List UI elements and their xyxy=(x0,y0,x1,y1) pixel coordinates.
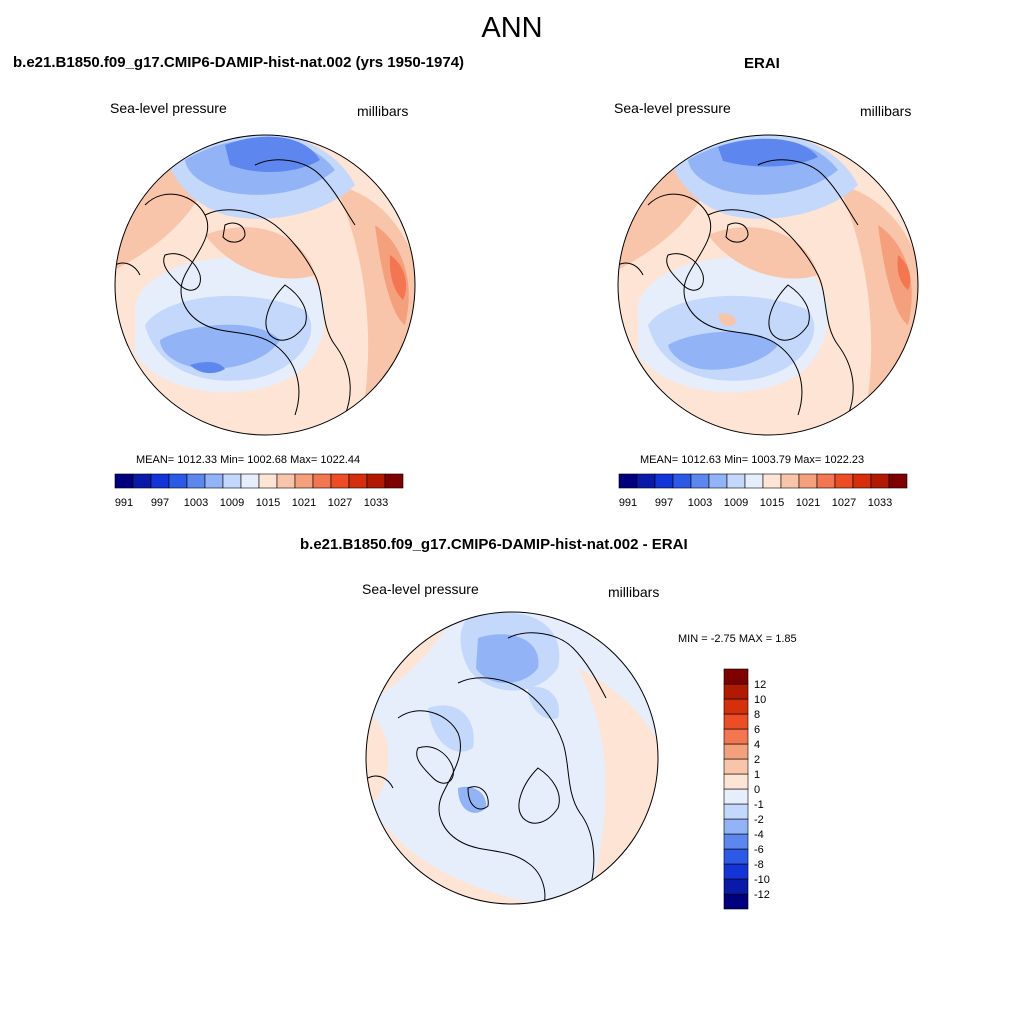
obs-polar-map xyxy=(617,134,919,436)
obs-panel-title: ERAI xyxy=(744,55,780,72)
colorbar-tick-label: 1021 xyxy=(796,497,820,509)
obs-units-label: millibars xyxy=(860,103,912,119)
colorbar-tick-label: 1033 xyxy=(364,497,388,509)
diff-variable-label: Sea-level pressure xyxy=(362,581,479,597)
colorbar-tick-label: 1015 xyxy=(760,497,784,509)
colorbar-tick-label: 1009 xyxy=(220,497,244,509)
colorbar-tick-label: 1009 xyxy=(724,497,748,509)
diff-stats: MIN = -2.75 MAX = 1.85 xyxy=(678,633,797,645)
colorbar-tick-label: 8 xyxy=(754,709,760,721)
colorbar-swatch xyxy=(222,473,242,489)
colorbar-swatch xyxy=(654,473,674,489)
diff-panel-title: b.e21.B1850.f09_g17.CMIP6-DAMIP-hist-nat… xyxy=(300,536,688,553)
colorbar-swatch xyxy=(852,473,872,489)
colorbar-swatch xyxy=(762,473,782,489)
colorbar-swatch xyxy=(294,473,314,489)
colorbar-swatch xyxy=(723,668,749,685)
colorbar-swatch xyxy=(330,473,350,489)
colorbar-swatch xyxy=(384,473,404,489)
colorbar-swatch xyxy=(723,818,749,835)
colorbar-swatch xyxy=(366,473,386,489)
colorbar-swatch xyxy=(312,473,332,489)
diff-polar-map xyxy=(365,611,659,905)
colorbar-swatch xyxy=(204,473,224,489)
colorbar-swatch xyxy=(834,473,854,489)
colorbar-swatch xyxy=(723,878,749,895)
colorbar-swatch xyxy=(723,833,749,850)
colorbar-swatch xyxy=(723,773,749,790)
colorbar-tick-label: 991 xyxy=(115,497,133,509)
colorbar-swatch xyxy=(672,473,692,489)
colorbar-swatch xyxy=(258,473,278,489)
colorbar-swatch xyxy=(723,683,749,700)
colorbar-tick-label: 997 xyxy=(655,497,673,509)
colorbar-tick-label: 1003 xyxy=(688,497,712,509)
colorbar-swatch xyxy=(723,743,749,760)
colorbar-swatch xyxy=(723,893,749,910)
obs-colorbar: 991 997 1003 1009 1015 1021 1027 1033 xyxy=(618,473,908,509)
colorbar-swatch xyxy=(744,473,764,489)
model-units-label: millibars xyxy=(357,103,409,119)
colorbar-swatch xyxy=(723,788,749,805)
figure-title: ANN xyxy=(481,12,543,44)
model-colorbar: 991 997 1003 1009 1015 1021 1027 1033 xyxy=(114,473,404,509)
colorbar-swatch xyxy=(240,473,260,489)
colorbar-swatch xyxy=(690,473,710,489)
colorbar-swatch xyxy=(723,848,749,865)
model-variable-label: Sea-level pressure xyxy=(110,100,227,116)
colorbar-swatch xyxy=(186,473,206,489)
colorbar-swatch xyxy=(168,473,188,489)
colorbar-tick-label: 10 xyxy=(754,694,766,706)
colorbar-swatch xyxy=(726,473,746,489)
colorbar-swatch xyxy=(870,473,890,489)
colorbar-tick-label: 2 xyxy=(754,754,760,766)
colorbar-swatch xyxy=(723,803,749,820)
colorbar-tick-label: -2 xyxy=(754,814,764,826)
colorbar-tick-label: 1021 xyxy=(292,497,316,509)
obs-stats: MEAN= 1012.63 Min= 1003.79 Max= 1022.23 xyxy=(640,454,865,466)
colorbar-tick-label: 997 xyxy=(151,497,169,509)
colorbar-tick-label: -6 xyxy=(754,844,764,856)
colorbar-swatch xyxy=(723,698,749,715)
colorbar-swatch xyxy=(816,473,836,489)
colorbar-tick-label: 0 xyxy=(754,784,760,796)
colorbar-tick-label: -1 xyxy=(754,799,764,811)
colorbar-swatch xyxy=(888,473,908,489)
colorbar-swatch xyxy=(150,473,170,489)
colorbar-swatch xyxy=(780,473,800,489)
colorbar-tick-label: 1027 xyxy=(328,497,352,509)
colorbar-swatch xyxy=(723,758,749,775)
colorbar-tick-label: -8 xyxy=(754,859,764,871)
colorbar-swatch xyxy=(348,473,368,489)
colorbar-tick-label: 1033 xyxy=(868,497,892,509)
colorbar-swatch xyxy=(618,473,638,489)
colorbar-tick-label: -10 xyxy=(754,874,770,886)
colorbar-tick-label: 4 xyxy=(754,739,760,751)
colorbar-tick-label: 6 xyxy=(754,724,760,736)
model-stats: MEAN= 1012.33 Min= 1002.68 Max= 1022.44 xyxy=(136,454,361,466)
model-polar-map xyxy=(114,134,416,436)
colorbar-tick-label: -4 xyxy=(754,829,764,841)
obs-variable-label: Sea-level pressure xyxy=(614,100,731,116)
colorbar-swatch xyxy=(723,713,749,730)
colorbar-swatch xyxy=(636,473,656,489)
colorbar-swatch xyxy=(276,473,296,489)
colorbar-tick-label: 1015 xyxy=(256,497,280,509)
colorbar-tick-label: 1003 xyxy=(184,497,208,509)
model-panel-title: b.e21.B1850.f09_g17.CMIP6-DAMIP-hist-nat… xyxy=(13,54,465,71)
colorbar-tick-label: 1027 xyxy=(832,497,856,509)
colorbar-swatch xyxy=(798,473,818,489)
colorbar-swatch xyxy=(723,863,749,880)
colorbar-tick-label: 991 xyxy=(619,497,637,509)
colorbar-tick-label: 1 xyxy=(754,769,760,781)
colorbar-swatch xyxy=(723,728,749,745)
colorbar-tick-label: -12 xyxy=(754,889,770,901)
colorbar-swatch xyxy=(708,473,728,489)
colorbar-swatch xyxy=(132,473,152,489)
diff-units-label: millibars xyxy=(608,584,660,600)
colorbar-swatch xyxy=(114,473,134,489)
colorbar-tick-label: 12 xyxy=(754,679,766,691)
